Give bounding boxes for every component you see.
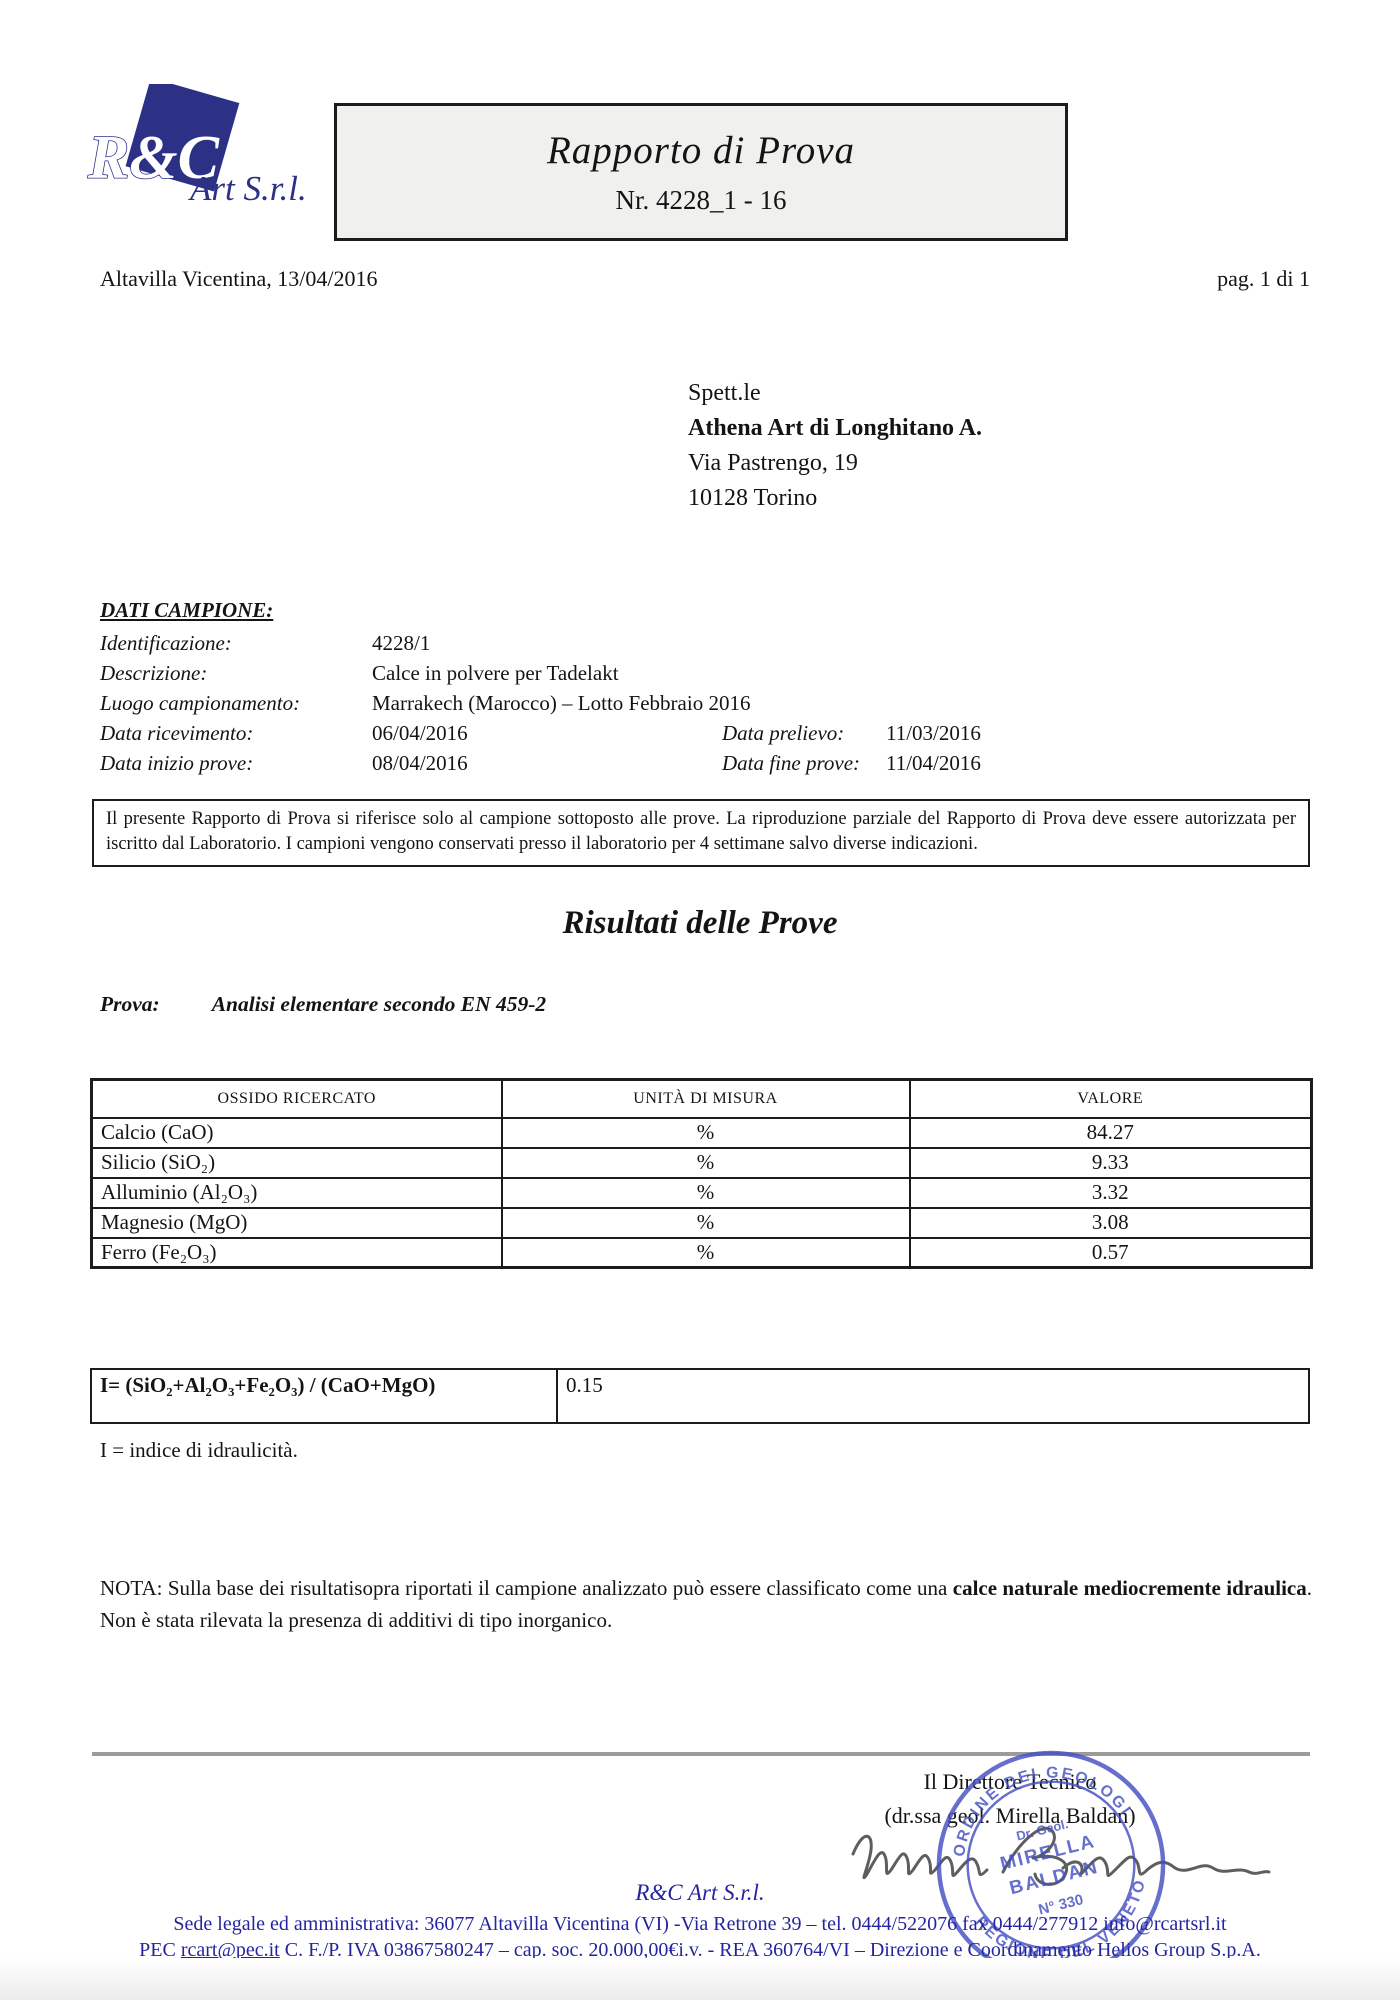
cell-unit: %: [500, 1206, 911, 1239]
recipient-block: Spett.le Athena Art di Longhitano A. Via…: [688, 376, 982, 516]
sample-value: Calce in polvere per Tadelakt: [372, 661, 619, 685]
director-role: Il Direttore Tecnico: [923, 1769, 1097, 1794]
recipient-street: Via Pastrengo, 19: [688, 450, 858, 476]
sample-value: 4228/1: [372, 631, 431, 655]
stamp-inner-ring: [966, 1780, 1136, 1950]
sample-row: Data inizio prove: 08/04/2016 Data fine …: [100, 751, 1310, 781]
logo-diamond-shape: [125, 84, 240, 192]
cell-value: 9.33: [908, 1146, 1313, 1179]
stamp-outer-ring: [936, 1750, 1166, 1980]
sample-label-2: Data prelievo:: [722, 721, 845, 745]
cell-oxide: Magnesio (MgO): [90, 1206, 503, 1239]
cell-value: 3.08: [908, 1206, 1313, 1239]
footer-block: R&C Art S.r.l. Sede legale ed amministra…: [0, 1880, 1400, 1963]
index-row: I= (SiO₂+Al₂O₃+Fe₂O₃) / (CaO+MgO) 0.15: [90, 1368, 1310, 1424]
index-value: 0.15: [556, 1368, 1310, 1424]
sample-row: Data ricevimento: 06/04/2016 Data prelie…: [100, 721, 1310, 751]
table-header-row: OSSIDO RICERCATO UNITÀ DI MISURA VALORE: [90, 1078, 1313, 1119]
cell-oxide: Silicio (SiO₂): [90, 1146, 503, 1179]
recipient-city: 10128 Torino: [688, 485, 818, 511]
sample-row: Luogo campionamento: Marrakech (Marocco)…: [100, 691, 1310, 721]
cell-value: 0.57: [908, 1236, 1313, 1269]
sample-label: Descrizione:: [100, 661, 208, 685]
geologist-order-stamp: ORDINE DEI GEOLOGI REGIONE DEL VENETO Dr…: [935, 1745, 1166, 1984]
footer-address-line: Sede legale ed amministrativa: 36077 Alt…: [173, 1913, 1227, 1935]
sample-label-2: Data fine prove:: [722, 751, 861, 775]
footer-pec-prefix: PEC: [139, 1939, 181, 1961]
report-number: Nr. 4228_1 - 16: [615, 185, 787, 215]
page-indicator: pag. 1 di 1: [1217, 266, 1310, 291]
cell-oxide: Alluminio (Al₂O₃): [90, 1176, 503, 1209]
footer-separator-rule: [92, 1752, 1310, 1756]
index-formula: I= (SiO₂+Al₂O₃+Fe₂O₃) / (CaO+MgO): [90, 1368, 558, 1424]
note-suffix: . Non è stata rilevata la presenza di ad…: [100, 1576, 1312, 1632]
cell-unit: %: [500, 1236, 911, 1269]
header-unit: UNITÀ DI MISURA: [500, 1078, 911, 1119]
sample-section-title: DATI CAMPIONE:: [100, 598, 274, 622]
cell-unit: %: [500, 1176, 911, 1209]
footer-legal-line: PEC rcart@pec.it C. F./P. IVA 0386758024…: [0, 1937, 1400, 1963]
header-oxide: OSSIDO RICERCATO: [90, 1078, 503, 1119]
disclaimer-box: Il presente Rapporto di Prova si riferis…: [92, 799, 1310, 867]
logo-script-text: R&C: [87, 124, 220, 192]
sample-value: Marrakech (Marocco) – Lotto Febbraio 201…: [372, 691, 751, 715]
table-row: Silicio (SiO₂) % 9.33: [90, 1146, 1313, 1179]
table-row: Calcio (CaO) % 84.27: [90, 1116, 1313, 1149]
sample-label: Luogo campionamento:: [100, 691, 301, 715]
test-name: Analisi elementare secondo EN 459-2: [211, 992, 547, 1016]
sample-value-2: 11/04/2016: [886, 751, 981, 775]
report-title-box: Rapporto di Prova Nr. 4228_1 - 16: [334, 103, 1068, 241]
pec-email-link[interactable]: rcart@pec.it: [180, 1939, 280, 1961]
handwritten-signature: [851, 1826, 1271, 1886]
cell-oxide: Ferro (Fe₂O₃): [90, 1236, 503, 1269]
sample-label: Identificazione:: [100, 631, 232, 655]
note-prefix: NOTA: Sulla base dei risultatisopra ripo…: [100, 1576, 953, 1600]
footer-company-name: R&C Art S.r.l.: [635, 1880, 765, 1905]
report-title: Rapporto di Prova: [546, 129, 856, 172]
company-logo: R&C Art S.r.l.: [86, 84, 307, 208]
sample-data-section: DATI CAMPIONE: Identificazione: 4228/1 D…: [100, 598, 1310, 781]
header-value: VALORE: [908, 1078, 1313, 1119]
hydraulicity-index-table: I= (SiO₂+Al₂O₃+Fe₂O₃) / (CaO+MgO) 0.15: [90, 1368, 1310, 1424]
note-classification: calce naturale mediocremente idraulica: [952, 1576, 1307, 1600]
cell-value: 3.32: [908, 1176, 1313, 1209]
sample-value-2: 11/03/2016: [886, 721, 981, 745]
date-line: pag. 1 di 1 Altavilla Vicentina, 13/04/2…: [100, 266, 1310, 292]
cell-unit: %: [500, 1116, 911, 1149]
cell-value: 84.27: [908, 1116, 1313, 1149]
recipient-name: Athena Art di Longhitano A.: [688, 415, 983, 441]
results-table: OSSIDO RICERCATO UNITÀ DI MISURA VALORE …: [90, 1078, 1313, 1269]
sample-row: Descrizione: Calce in polvere per Tadela…: [100, 661, 1310, 691]
test-label: Prova:: [100, 992, 160, 1016]
director-block: Il Direttore Tecnico (dr.ssa geol. Mirel…: [820, 1765, 1200, 1833]
results-heading: Risultati delle Prove: [562, 905, 838, 941]
cell-unit: %: [500, 1146, 911, 1179]
sample-label: Data ricevimento:: [100, 721, 254, 745]
table-row: Alluminio (Al₂O₃) % 3.32: [90, 1176, 1313, 1209]
director-name: (dr.ssa geol. Mirella Baldan): [884, 1803, 1136, 1828]
cell-oxide: Calcio (CaO): [90, 1116, 503, 1149]
place-date: Altavilla Vicentina, 13/04/2016: [100, 266, 378, 291]
sample-value: 08/04/2016: [372, 751, 468, 775]
note-paragraph: NOTA: Sulla base dei risultatisopra ripo…: [100, 1572, 1312, 1636]
sample-value: 06/04/2016: [372, 721, 468, 745]
table-row: Ferro (Fe₂O₃) % 0.57: [90, 1236, 1313, 1269]
index-caption: I = indice di idraulicità.: [100, 1438, 298, 1462]
test-line: Prova: Analisi elementare secondo EN 459-…: [100, 992, 546, 1017]
recipient-salutation: Spett.le: [688, 380, 761, 406]
logo-company-suffix: Art S.r.l.: [188, 169, 307, 208]
table-row: Magnesio (MgO) % 3.08: [90, 1206, 1313, 1239]
sample-label: Data inizio prove:: [100, 751, 254, 775]
sample-row: Identificazione: 4228/1: [100, 631, 1310, 661]
footer-legal-text: C. F./P. IVA 03867580247 – cap. soc. 20.…: [279, 1939, 1261, 1961]
